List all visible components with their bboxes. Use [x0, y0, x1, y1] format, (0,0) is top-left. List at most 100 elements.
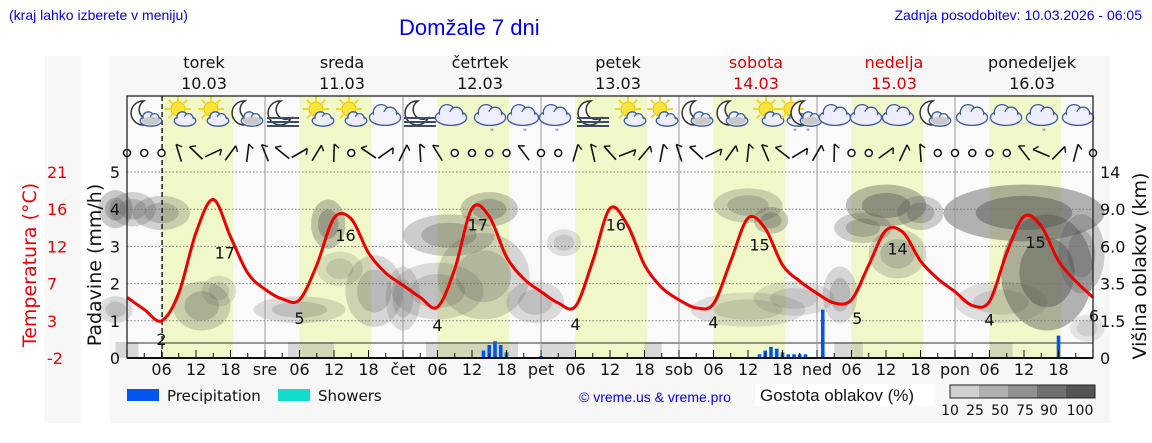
day-date: 13.03 [595, 74, 641, 93]
wind-barb-icon [377, 147, 394, 159]
wind-calm-icon [554, 148, 563, 158]
x-tick-label: 18 [772, 360, 792, 379]
temperature-curve [126, 197, 1095, 323]
day-date: 15.03 [871, 74, 917, 93]
day-name-nedelja: nedelja [865, 53, 924, 72]
temperature-label: 5 [294, 309, 304, 328]
x-tick-label: 18 [358, 360, 378, 379]
x-tick-label: 12 [186, 360, 206, 379]
precip-tick: 5 [110, 163, 120, 182]
daytime-band [713, 96, 786, 358]
day-date: 10.03 [181, 74, 227, 93]
page-title: Domžale 7 dni [399, 15, 540, 40]
fogmoon-weather-icon [267, 100, 299, 127]
svg-text:": " [1042, 128, 1046, 138]
precip-bar [493, 341, 497, 358]
cloud-weather-icon [368, 103, 402, 127]
day-date: 16.03 [1009, 74, 1055, 93]
precip-bar [774, 348, 779, 358]
temperature-tick: -2 [47, 349, 63, 368]
wind-barb-icon [675, 143, 683, 162]
cloud-density-swatch [1066, 385, 1095, 398]
x-tick-label: 06 [979, 360, 999, 379]
temperature-tick: 12 [47, 237, 67, 256]
temperature-axis-panel [45, 56, 81, 423]
temperature-label: 14 [887, 240, 907, 259]
cloud-weather-icon [849, 103, 883, 127]
cloud-density-tick: 90 [1040, 403, 1058, 419]
precip-bar [786, 354, 791, 358]
svg-text:": " [523, 128, 527, 138]
cloud-height-tick: 14 [1100, 163, 1120, 182]
wind-barb-icon [418, 143, 426, 163]
x-tick-label: pon [940, 360, 970, 379]
cloud-density-tick: 50 [991, 403, 1009, 419]
x-tick-label: ned [802, 360, 832, 379]
wind-barb-icon [898, 144, 911, 162]
temperature-label: 16 [606, 215, 626, 234]
copyright-link[interactable]: © vreme.us & vreme.pro [579, 389, 731, 405]
precip-tick: 0 [110, 349, 120, 368]
day-date: 14.03 [733, 74, 779, 93]
sunc-weather-icon [336, 96, 368, 127]
day-name-petek: petek [595, 53, 641, 72]
moonrain-weather-icon: " [790, 100, 823, 138]
wind-barb-icon [332, 143, 340, 163]
wind-barb-icon [188, 145, 204, 160]
wind-barb-icon [746, 143, 754, 163]
weather-icons-row: " " " " " " [130, 96, 1095, 138]
wind-calm-icon [536, 148, 546, 158]
x-tick-label: 12 [1014, 360, 1034, 379]
last-updated: Zadnja posodobitev: 10.03.2026 - 06:05 [894, 7, 1142, 23]
x-tick-label: 12 [324, 360, 344, 379]
daytime-band [299, 96, 372, 358]
x-tick-label: 06 [427, 360, 447, 379]
cloud-density-tick: 25 [966, 403, 984, 419]
svg-text:": " [555, 128, 559, 138]
wind-barb-icon [919, 143, 926, 163]
cloud-density-tick: 100 [1067, 403, 1094, 419]
fogmoon-weather-icon [577, 100, 609, 127]
precipitation-legend-label: Precipitation [167, 387, 261, 405]
moonc-weather-icon [716, 100, 749, 127]
temperature-label: 15 [749, 236, 769, 255]
daytime-bands [127, 96, 1093, 358]
rain-weather-icon: " [1025, 103, 1059, 138]
wind-barb-icon [572, 143, 583, 162]
precip-tick: 2 [110, 275, 120, 294]
x-tick-label: 18 [1048, 360, 1068, 379]
wind-calm-icon [1002, 148, 1011, 158]
temperature-axis-title: Temperatura (°C) [19, 183, 41, 348]
precip-bar [820, 309, 825, 358]
wind-barb-icon [638, 145, 653, 161]
day-name-četrtek: četrtek [452, 53, 510, 72]
cloud-density-tick: 75 [1016, 403, 1034, 419]
cloud-weather-icon [955, 103, 989, 127]
cloud-weather-icon [818, 103, 852, 127]
cloud-height-tick: 9.0 [1100, 200, 1125, 219]
precip-bar [481, 350, 486, 358]
daytime-band [851, 96, 924, 358]
wind-barb-icon [224, 145, 239, 161]
wind-calm-icon [502, 148, 511, 158]
wind-barb-icon [260, 143, 270, 162]
temperature-label: 4 [432, 316, 442, 335]
day-date: 12.03 [457, 74, 503, 93]
svg-text:": " [793, 128, 797, 138]
temperature-tick: 16 [47, 200, 67, 219]
daytime-band [437, 96, 510, 358]
temperature-label: 6 [1089, 306, 1099, 325]
x-tick-label: 06 [841, 360, 861, 379]
day-separators [161, 96, 956, 358]
cloud-height-tick: 6.0 [1100, 237, 1125, 256]
showers-swatch [278, 389, 310, 401]
precip-bar [803, 354, 808, 358]
cloud-density-swatch [950, 385, 979, 398]
x-tick-label: sob [665, 360, 693, 379]
wind-calm-icon [847, 148, 856, 158]
svg-text:": " [806, 128, 810, 138]
sunc-weather-icon [753, 96, 785, 127]
wind-barb-icon [360, 145, 377, 159]
precip-bar [792, 354, 796, 358]
